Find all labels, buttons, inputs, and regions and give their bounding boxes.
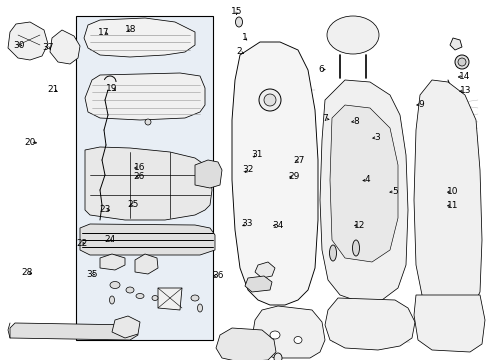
Polygon shape (8, 22, 48, 60)
Polygon shape (413, 295, 484, 352)
Polygon shape (413, 80, 481, 312)
Polygon shape (158, 288, 182, 310)
Ellipse shape (269, 331, 280, 339)
Text: 26: 26 (133, 172, 145, 181)
Ellipse shape (235, 17, 242, 27)
Text: 34: 34 (271, 220, 283, 230)
Ellipse shape (457, 58, 465, 66)
Ellipse shape (152, 296, 158, 301)
Polygon shape (135, 254, 158, 274)
Text: 3: 3 (374, 133, 380, 142)
Ellipse shape (329, 245, 336, 261)
Text: 5: 5 (391, 187, 397, 196)
Text: 13: 13 (459, 86, 470, 95)
Text: 1: 1 (241, 33, 247, 42)
Text: 33: 33 (241, 219, 252, 228)
Polygon shape (10, 323, 138, 340)
Ellipse shape (454, 55, 468, 69)
Text: 22: 22 (76, 239, 88, 248)
Polygon shape (329, 105, 397, 262)
Ellipse shape (136, 293, 143, 298)
Ellipse shape (326, 16, 378, 54)
Polygon shape (251, 306, 325, 358)
Polygon shape (319, 80, 407, 302)
Text: 2: 2 (236, 48, 242, 57)
Text: 14: 14 (458, 72, 469, 81)
Polygon shape (254, 262, 274, 278)
Ellipse shape (273, 353, 282, 360)
Ellipse shape (264, 94, 275, 106)
Bar (76, 16, 213, 340)
Text: 21: 21 (47, 85, 59, 94)
Polygon shape (85, 73, 204, 120)
Text: 4: 4 (364, 175, 370, 184)
Text: 17: 17 (98, 28, 109, 37)
Text: 27: 27 (293, 156, 305, 165)
Ellipse shape (197, 304, 202, 312)
Text: 29: 29 (288, 172, 300, 181)
Text: 25: 25 (127, 200, 139, 209)
Text: 23: 23 (99, 205, 111, 214)
Text: 15: 15 (231, 7, 243, 16)
Polygon shape (85, 147, 212, 220)
Text: 11: 11 (446, 201, 457, 210)
Text: 9: 9 (418, 100, 424, 109)
Text: 12: 12 (353, 220, 365, 230)
Polygon shape (80, 224, 215, 255)
Polygon shape (325, 298, 414, 350)
Ellipse shape (110, 282, 120, 288)
Text: 28: 28 (21, 269, 33, 277)
Ellipse shape (293, 337, 302, 343)
Text: 36: 36 (211, 271, 223, 280)
Polygon shape (449, 38, 461, 50)
Ellipse shape (191, 295, 199, 301)
Text: 31: 31 (250, 150, 262, 158)
Text: 30: 30 (13, 40, 24, 49)
Polygon shape (112, 316, 140, 338)
Text: 18: 18 (125, 25, 137, 34)
Polygon shape (244, 276, 271, 292)
Ellipse shape (109, 296, 114, 304)
Ellipse shape (126, 287, 134, 293)
Polygon shape (244, 338, 264, 358)
Text: 8: 8 (352, 117, 358, 126)
Text: 37: 37 (42, 43, 54, 52)
Polygon shape (216, 328, 275, 360)
Text: 19: 19 (105, 84, 117, 93)
Polygon shape (50, 30, 80, 64)
Text: 35: 35 (86, 270, 98, 279)
Polygon shape (100, 254, 125, 270)
Polygon shape (84, 18, 195, 57)
Text: 7: 7 (322, 114, 327, 123)
Text: 20: 20 (24, 138, 36, 147)
Ellipse shape (145, 119, 151, 125)
Text: 6: 6 (318, 65, 324, 74)
Polygon shape (231, 42, 317, 305)
Polygon shape (195, 160, 222, 188)
Text: 10: 10 (446, 187, 457, 196)
Text: 24: 24 (104, 235, 116, 244)
Ellipse shape (352, 240, 359, 256)
Text: 16: 16 (133, 163, 145, 172)
Text: 32: 32 (242, 165, 254, 174)
Ellipse shape (259, 89, 281, 111)
